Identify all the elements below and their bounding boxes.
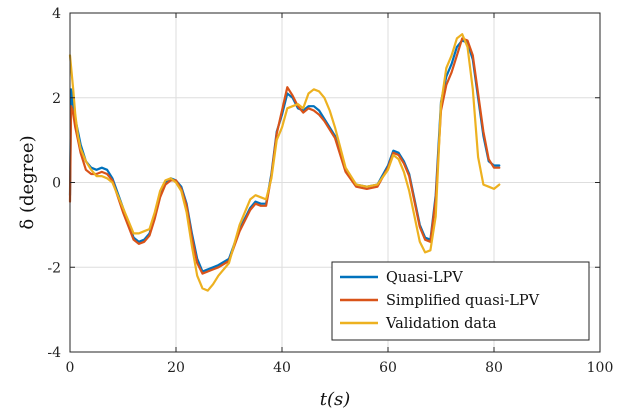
y-tick-label: -4 bbox=[47, 345, 61, 361]
y-tick-label: 2 bbox=[52, 91, 61, 107]
x-tick-label: 80 bbox=[485, 360, 503, 376]
series-line-validation-data bbox=[68, 33, 501, 292]
legend-label: Quasi-LPV bbox=[386, 270, 463, 286]
x-tick-label: 40 bbox=[273, 360, 291, 376]
y-axis-label: δ (degree) bbox=[17, 135, 38, 229]
x-tick-label: 20 bbox=[167, 360, 185, 376]
y-tick-label: 4 bbox=[52, 6, 61, 22]
x-tick-label: 60 bbox=[379, 360, 397, 376]
ticks bbox=[69, 12, 601, 353]
y-tick-label: 0 bbox=[52, 176, 61, 192]
tick-labels: 0 20 40 60 80 100 -4 -2 0 2 4 bbox=[47, 6, 613, 376]
y-tick-label: -2 bbox=[47, 260, 61, 276]
series-layer bbox=[68, 33, 501, 292]
legend: Quasi-LPV Simplified quasi-LPV Validation … bbox=[331, 261, 590, 341]
x-tick-label: 100 bbox=[587, 360, 614, 376]
legend-label: Simplified quasi-LPV bbox=[386, 293, 540, 309]
legend-label: Validation data bbox=[385, 316, 497, 332]
x-tick-label: 0 bbox=[66, 360, 75, 376]
x-axis-label: t(s) bbox=[320, 389, 351, 410]
